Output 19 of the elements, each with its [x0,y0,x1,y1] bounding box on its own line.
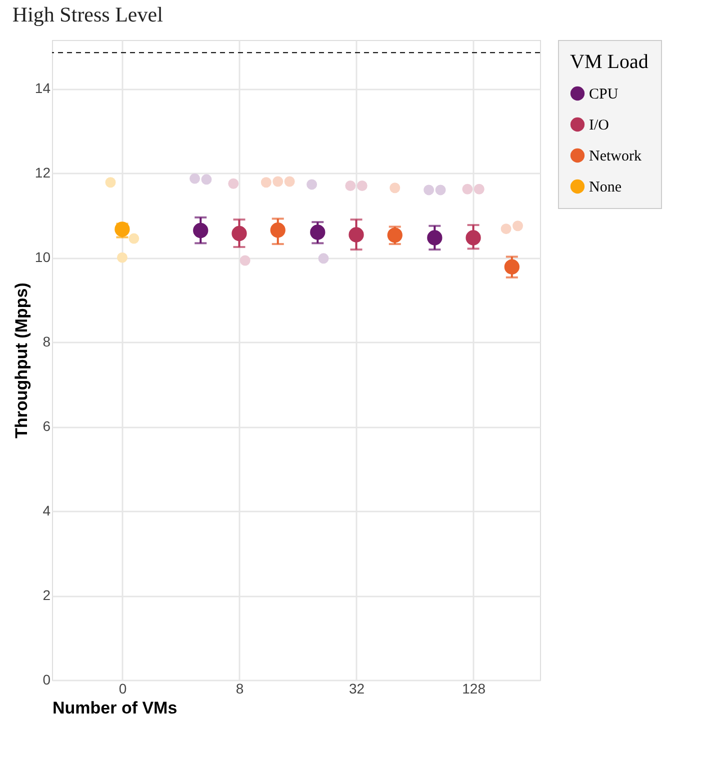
legend-label: CPU [589,86,618,102]
y-axis-title: Throughput (Mpps) [12,282,31,438]
x-tick-label: 0 [118,680,127,696]
x-axis-title: Number of VMs [52,698,178,718]
y-tick-label: 6 [42,418,51,434]
legend-title: VM Load [570,51,648,73]
x-tick-label: 32 [348,680,365,696]
chart-title: High Stress Level [12,2,164,26]
legend-label: None [589,180,622,196]
y-tick-label: 10 [34,249,51,266]
legend-label: Network [589,148,642,164]
y-tick-label: 14 [34,80,51,96]
y-tick-label: 8 [42,334,51,350]
y-tick-label: 4 [42,502,51,519]
y-tick-label: 2 [42,587,51,604]
y-tick-label: 12 [34,164,51,181]
legend-label: I/O [589,118,610,134]
x-tick-label: 8 [236,680,244,696]
x-tick-label: 128 [462,680,486,696]
